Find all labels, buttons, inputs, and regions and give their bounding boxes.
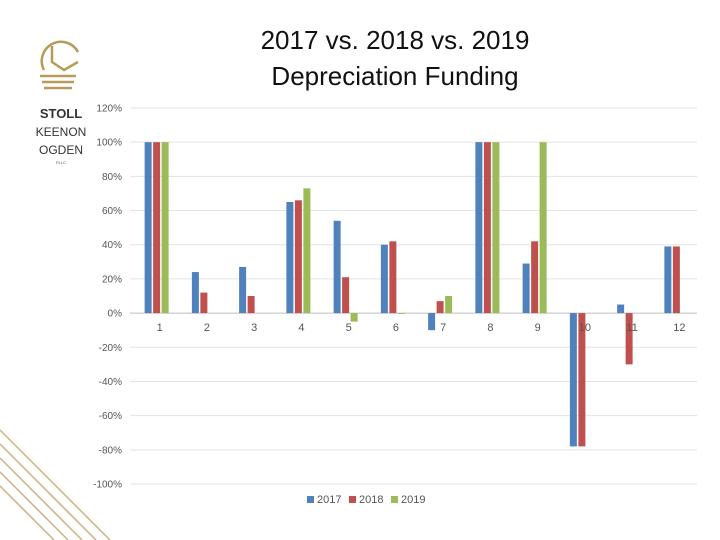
- bar-2018-1: [153, 142, 161, 314]
- x-tick-label: 8: [487, 322, 493, 334]
- y-tick-label: -80%: [99, 445, 122, 456]
- y-tick-label: 100%: [96, 138, 122, 149]
- x-tick-label: 1: [157, 322, 163, 334]
- stoll-keenon-ogden-logo: STOLL KEENON OGDEN PLLC: [36, 40, 87, 165]
- bar-2017-3: [239, 266, 247, 314]
- logo-line3: OGDEN: [39, 143, 83, 157]
- y-tick-label: -20%: [99, 343, 122, 354]
- chart-title-line2: Depreciation Funding: [271, 61, 519, 91]
- bar-2018-9: [531, 241, 539, 314]
- logo-line1: STOLL: [40, 106, 82, 121]
- bar-2018-2: [200, 292, 208, 314]
- bar-2019-1: [161, 142, 169, 314]
- y-tick-label: 120%: [96, 104, 122, 115]
- bar-2017-4: [286, 202, 294, 314]
- bar-2019-8: [492, 142, 500, 314]
- x-tick-label: 7: [440, 322, 446, 334]
- bar-2019-4: [303, 188, 311, 314]
- bar-2017-12: [664, 246, 672, 314]
- legend-swatch-2019: [391, 496, 398, 503]
- y-tick-label: -100%: [93, 480, 122, 491]
- bar-2017-9: [522, 263, 530, 314]
- bar-2017-7: [428, 313, 436, 331]
- bar-2018-11: [625, 313, 633, 365]
- x-tick-label: 10: [579, 322, 591, 334]
- bar-2018-12: [672, 246, 680, 314]
- x-tick-label: 12: [673, 322, 685, 334]
- y-tick-label: 80%: [102, 172, 122, 183]
- y-tick-label: 40%: [102, 240, 122, 251]
- chart-title-line1: 2017 vs. 2018 vs. 2019: [260, 25, 530, 55]
- logo-line4: PLLC: [56, 160, 66, 165]
- chart-title: 2017 vs. 2018 vs. 2019 Depreciation Fund…: [190, 22, 600, 94]
- gridlines: [130, 107, 697, 485]
- bar-2017-10: [569, 313, 577, 447]
- y-axis: 120% 100% 80% 60% 40% 20% 0% -20% -40% -60% -80% -1…: [93, 104, 122, 491]
- logo-emblem-icon: [40, 40, 80, 90]
- bar-2018-3: [247, 296, 255, 314]
- legend-swatch-2017: [307, 496, 314, 503]
- bar-2018-6: [389, 241, 397, 314]
- bar-2018-10: [578, 313, 586, 447]
- y-tick-label: -40%: [99, 377, 122, 388]
- bar-2018-8: [483, 142, 491, 314]
- legend-label-2017: 2017: [317, 494, 341, 506]
- bar-2019-5: [350, 313, 358, 322]
- y-tick-label: -60%: [99, 411, 122, 422]
- bar-2019-9: [539, 142, 547, 314]
- bar-2017-5: [333, 220, 341, 314]
- bar-2017-6: [380, 244, 388, 314]
- x-tick-label: 2: [204, 322, 210, 334]
- legend: 2017 2018 2019: [307, 494, 425, 506]
- logo-line2: KEENON: [36, 125, 87, 139]
- legend-label-2018: 2018: [359, 494, 383, 506]
- bar-2017-11: [617, 304, 625, 314]
- bar-2019-7: [445, 296, 453, 314]
- x-tick-label: 11: [626, 322, 637, 334]
- x-tick-label: 4: [298, 322, 304, 334]
- x-tick-label: 9: [535, 322, 541, 334]
- bar-2017-8: [475, 142, 483, 314]
- bar-2017-1: [144, 142, 152, 314]
- y-tick-label: 20%: [102, 274, 122, 285]
- y-tick-label: 60%: [102, 206, 122, 217]
- legend-label-2019: 2019: [401, 494, 425, 506]
- bar-2017-2: [191, 272, 199, 314]
- bars: [144, 142, 680, 447]
- bar-2018-5: [342, 277, 350, 314]
- x-axis: 1 2 3 4 5 6 7 8 9 10 11 12: [157, 322, 686, 334]
- bar-2019-6: [397, 313, 405, 314]
- bar-2018-4: [294, 200, 302, 314]
- x-tick-label: 3: [251, 322, 257, 334]
- corner-decoration: [0, 429, 111, 540]
- legend-swatch-2018: [349, 496, 356, 503]
- x-tick-label: 5: [346, 322, 352, 334]
- x-tick-label: 6: [393, 322, 399, 334]
- bar-2018-7: [436, 301, 444, 314]
- y-tick-label: 0%: [108, 309, 123, 320]
